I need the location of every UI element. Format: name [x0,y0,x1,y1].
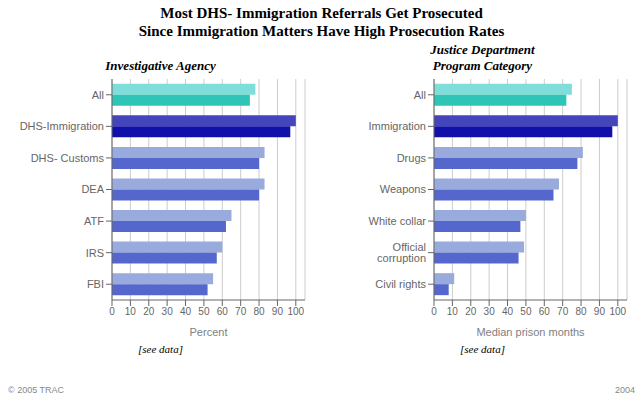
svg-text:40: 40 [180,306,192,317]
svg-text:100: 100 [609,306,626,317]
svg-text:90: 90 [594,306,606,317]
svg-text:30: 30 [484,306,496,317]
svg-text:Immigration: Immigration [369,120,426,132]
svg-text:20: 20 [143,306,155,317]
svg-text:IRS: IRS [86,247,104,259]
html-text:Most DHS- Immigration Referral: Most DHS- Immigration Referrals Get Pros… [160,5,483,21]
svg-text:All: All [414,89,426,101]
svg-text:ATF: ATF [84,215,104,227]
html-text:[see data]: [see data] [460,343,505,355]
html-text:2004: 2004 [615,385,635,395]
svg-text:All: All [92,89,104,101]
svg-text:DHS- Customs: DHS- Customs [31,152,105,164]
svg-text:10: 10 [125,306,137,317]
svg-text:Officialcorruption: Officialcorruption [377,241,426,264]
html-text:Justice Department: Justice Department [430,42,535,57]
svg-text:Median prison months: Median prison months [476,326,585,338]
svg-text:Weapons: Weapons [380,183,427,195]
svg-text:20: 20 [465,306,477,317]
svg-text:10: 10 [447,306,459,317]
svg-text:70: 70 [235,306,247,317]
html-text:[see data]: [see data] [138,343,183,355]
svg-text:60: 60 [217,306,229,317]
svg-text:100: 100 [287,306,304,317]
html-text:Program Category: Program Category [432,58,533,73]
html-text:© 2005 TRAC: © 2005 TRAC [8,385,64,395]
svg-text:Civil rights: Civil rights [375,278,426,290]
svg-text:50: 50 [198,306,210,317]
svg-text:DEA: DEA [81,183,104,195]
svg-text:70: 70 [557,306,569,317]
html-text:Since Immigration Matters Have: Since Immigration Matters Have High Pros… [138,23,505,39]
svg-text:Drugs: Drugs [397,152,427,164]
svg-text:FBI: FBI [87,278,104,290]
svg-text:DHS-Immigration: DHS-Immigration [20,120,104,132]
svg-text:0: 0 [431,306,437,317]
svg-text:90: 90 [272,306,284,317]
svg-text:80: 80 [575,306,587,317]
svg-text:White collar: White collar [369,215,427,227]
svg-text:40: 40 [502,306,514,317]
html-text:Investigative Agency: Investigative Agency [105,58,216,73]
svg-text:60: 60 [539,306,551,317]
svg-text:50: 50 [520,306,532,317]
svg-text:80: 80 [253,306,265,317]
svg-text:0: 0 [109,306,115,317]
svg-text:30: 30 [162,306,174,317]
svg-text:Percent: Percent [190,326,228,338]
